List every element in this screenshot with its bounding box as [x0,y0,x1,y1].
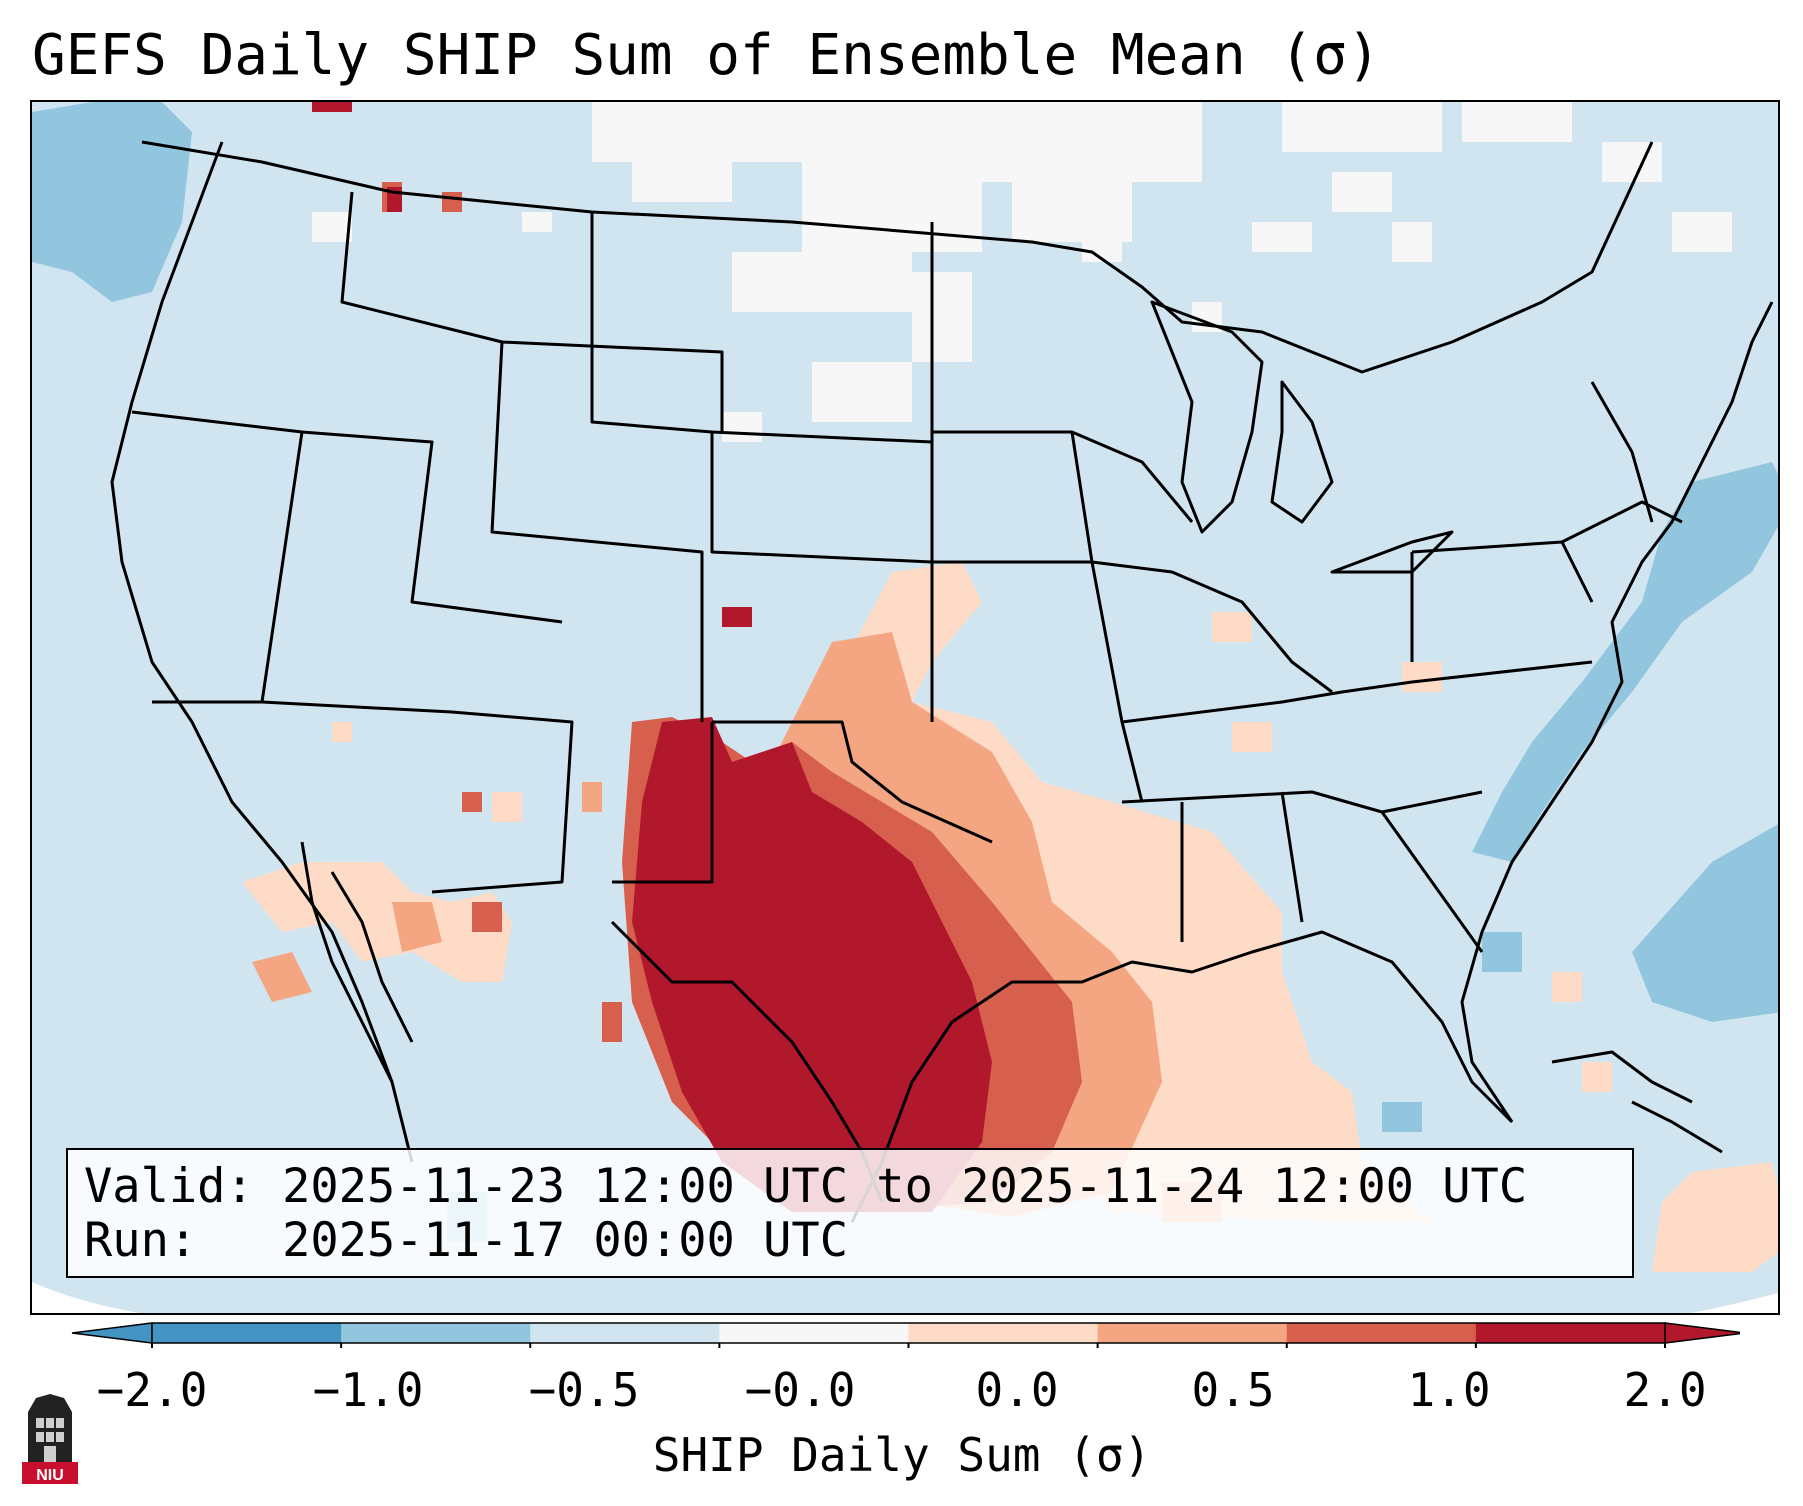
northeast-states [1410,381,1683,662]
colorbar-extend-max [1664,1322,1740,1344]
gulf-coast [850,930,1514,1223]
niu-logo: NIU [22,1394,78,1484]
colorbar-tick-label: −1.0 [312,1363,424,1417]
midwest-states [932,430,1593,803]
west-coast [110,141,414,1163]
near-zero-cells [312,102,1732,442]
valid-label: Valid: [84,1159,254,1214]
valid-run-info-box: Valid: 2025-11-23 12:00 UTC to 2025-11-2… [66,1148,1634,1278]
map-panel [30,100,1780,1315]
run-value: 2025-11-17 00:00 UTC [282,1213,849,1268]
colorbar-segment [1097,1323,1288,1343]
colorbar-segment [152,1323,342,1343]
colorbar [71,1322,1740,1348]
colorbar-tick-label: 1.0 [1407,1363,1491,1417]
caribbean-islands [1551,1050,1723,1154]
southeast-states [1091,560,1484,953]
colorbar-tick-label: −0.0 [744,1363,856,1417]
colorbar-tick-label: −0.5 [528,1363,640,1417]
boundary-lines [110,140,1774,1223]
colorbar-segment [908,1323,1099,1343]
niu-logo-badge [22,1462,78,1484]
colorbar-tick-label: 0.5 [1191,1363,1275,1417]
colorbar-segment [530,1323,720,1343]
colorbar-extend-min [71,1322,153,1344]
niu-logo-text: NIU [36,1467,64,1484]
northern-plains-states [501,212,934,722]
chart-title: GEFS Daily SHIP Sum of Ensemble Mean (σ) [32,23,1381,88]
colorbar-tick-label: 2.0 [1623,1363,1707,1417]
map-canvas [32,102,1778,1313]
colorbar-segment [341,1323,531,1343]
colorbar-segment [1475,1323,1666,1343]
canada-us-border [141,140,1654,374]
colorbar-label: SHIP Daily Sum (σ) [652,1428,1152,1482]
east-coast [1460,301,1774,1123]
valid-line: Valid: 2025-11-23 12:00 UTC to 2025-11-2… [84,1160,1632,1214]
colorbar-segment [719,1323,909,1343]
mountain-states [131,191,704,894]
valid-value: 2025-11-23 12:00 UTC to 2025-11-24 12:00… [282,1159,1528,1214]
colorbar-tick-label: 0.0 [975,1363,1059,1417]
great-lakes [1150,300,1454,574]
colorbar-tick-label: −2.0 [96,1363,208,1417]
colorbar-segment [1286,1323,1477,1343]
negative-anomaly-cells [32,102,1778,1242]
baja-peninsula [300,841,414,1083]
run-line: Run: 2025-11-17 00:00 UTC [84,1214,1632,1268]
run-label: Run: [84,1213,198,1268]
